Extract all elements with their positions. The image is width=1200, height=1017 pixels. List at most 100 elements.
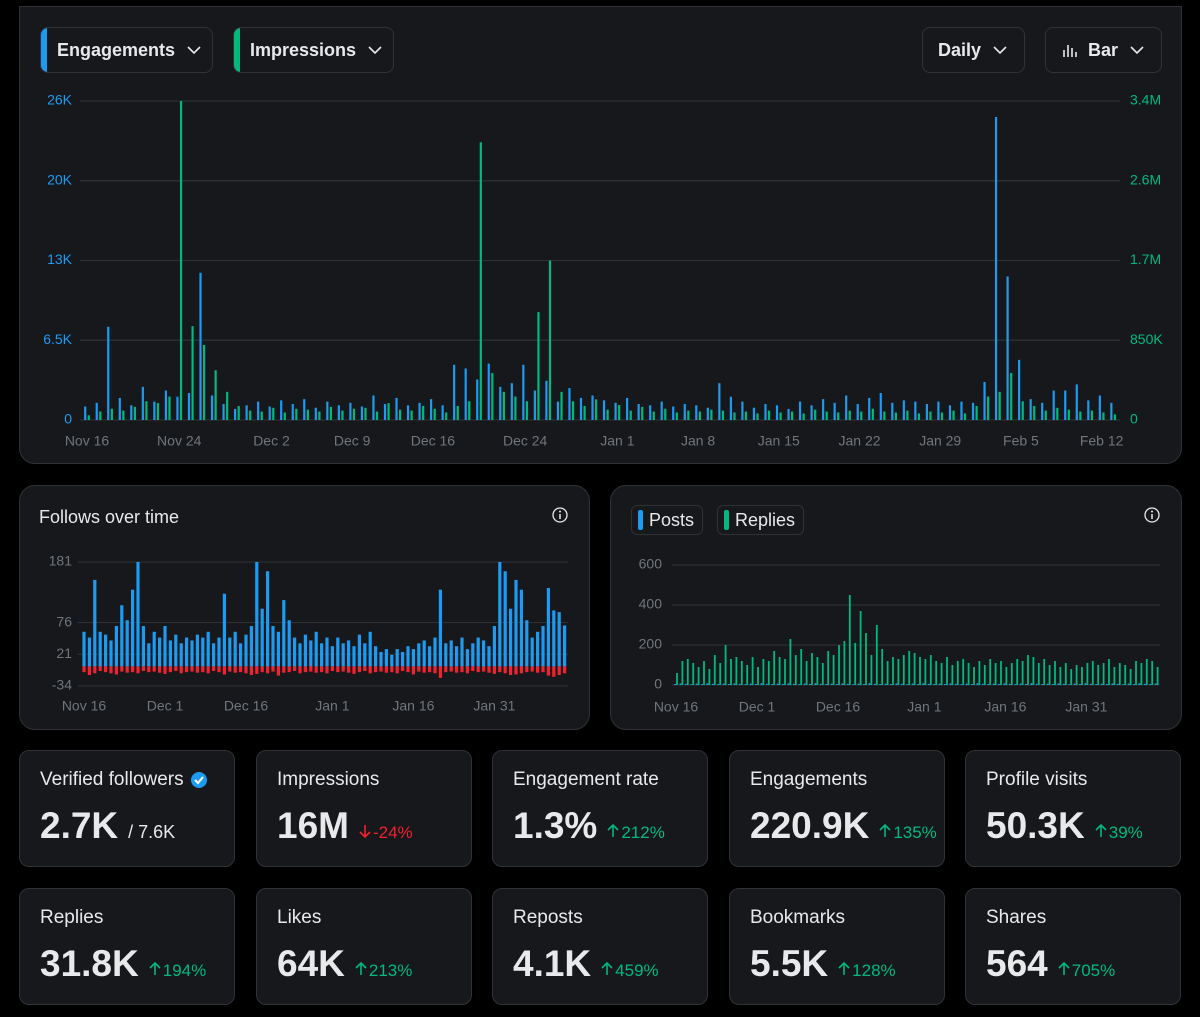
bar <box>1068 684 1071 685</box>
bar <box>476 666 480 673</box>
bar <box>87 666 91 676</box>
legend-item[interactable]: Posts <box>631 505 704 535</box>
bar <box>95 402 98 420</box>
bar <box>595 399 598 420</box>
bar <box>1025 684 1027 685</box>
bar <box>93 666 97 674</box>
bar <box>719 663 722 685</box>
bar <box>948 405 952 420</box>
stat-change: 705% <box>1071 961 1116 980</box>
bar <box>257 401 260 420</box>
bar <box>860 411 863 420</box>
bar <box>571 401 575 420</box>
bar <box>314 631 318 667</box>
stat-change: 459% <box>615 961 659 980</box>
bar <box>514 396 517 420</box>
bar <box>360 406 364 420</box>
stat-card: Bookmarks 5.5K 128% <box>729 888 945 1005</box>
y-tick-label: 3.4M <box>1130 92 1161 108</box>
bar <box>525 620 529 667</box>
stat-value: 64K <box>277 943 345 984</box>
x-tick-label: Jan 16 <box>392 698 434 714</box>
bar <box>940 663 943 685</box>
bar <box>710 409 713 420</box>
bar <box>892 657 894 685</box>
bar <box>174 666 178 672</box>
y-tick-label: 200 <box>639 636 663 652</box>
bar <box>109 640 113 667</box>
trend-arrow <box>601 962 613 975</box>
series-select[interactable]: Engagements <box>40 27 213 73</box>
bar <box>649 405 652 420</box>
bar <box>1118 663 1121 685</box>
bar <box>965 683 968 685</box>
bar <box>692 663 695 685</box>
x-tick-label: Jan 1 <box>600 433 634 449</box>
bar <box>718 383 721 420</box>
stat-value: 4.1K <box>513 943 592 984</box>
x-tick-label: Feb 5 <box>1003 433 1039 449</box>
bar <box>741 401 744 420</box>
bar <box>152 631 156 667</box>
bar <box>762 659 765 685</box>
bar <box>960 401 963 420</box>
bar <box>902 655 905 685</box>
info-icon[interactable] <box>1143 506 1161 524</box>
bar <box>179 666 183 674</box>
bar <box>1111 683 1114 685</box>
bar <box>1156 667 1159 685</box>
bar <box>98 631 102 667</box>
trend-arrow <box>359 825 371 838</box>
bar <box>552 666 556 677</box>
bar <box>929 655 932 685</box>
bar <box>711 683 714 685</box>
stat-change: 39% <box>1108 823 1143 842</box>
bar <box>195 634 199 667</box>
bar <box>379 666 383 672</box>
x-tick-label: Jan 15 <box>758 433 800 449</box>
bar <box>602 400 606 420</box>
interval-select[interactable]: Daily <box>922 27 1025 73</box>
bar <box>1151 661 1154 685</box>
bar <box>384 649 388 667</box>
bar <box>717 684 720 685</box>
legend-swatch <box>638 510 643 530</box>
stat-label: Bookmarks <box>750 907 944 929</box>
bar <box>390 654 394 667</box>
stat-label-text: Shares <box>986 907 1047 928</box>
bar <box>133 406 137 420</box>
bar <box>401 651 405 667</box>
bar <box>857 683 860 685</box>
view-select[interactable]: Bar <box>1045 27 1162 73</box>
info-icon[interactable] <box>551 506 569 524</box>
bar <box>476 637 480 667</box>
bar <box>929 411 932 420</box>
bar <box>98 666 102 672</box>
bar <box>1098 395 1101 420</box>
bar <box>674 684 676 685</box>
bar <box>107 326 110 420</box>
bar <box>147 666 151 673</box>
bar <box>387 403 390 420</box>
bar <box>846 683 849 685</box>
bar <box>190 666 194 672</box>
stat-change: -24% <box>372 823 413 842</box>
legend-item[interactable]: Replies <box>717 505 805 535</box>
bar <box>201 637 205 667</box>
bar <box>755 684 757 685</box>
bar <box>614 402 617 420</box>
bar <box>498 666 502 673</box>
bar <box>255 666 259 674</box>
bar <box>1064 663 1067 685</box>
bar <box>341 643 345 667</box>
bar <box>374 666 378 673</box>
x-tick-label: Jan 22 <box>838 433 880 449</box>
charts: 0 6.5K 13K 20K 26K 0 850K 1.7M 2.6M 3.4M Nov 16 Nov… <box>43 92 1163 715</box>
bar <box>125 620 129 667</box>
bar <box>838 645 840 685</box>
series-select[interactable]: Impressions <box>233 27 394 73</box>
bar <box>713 655 716 685</box>
bar <box>900 683 903 685</box>
bar <box>803 683 806 685</box>
